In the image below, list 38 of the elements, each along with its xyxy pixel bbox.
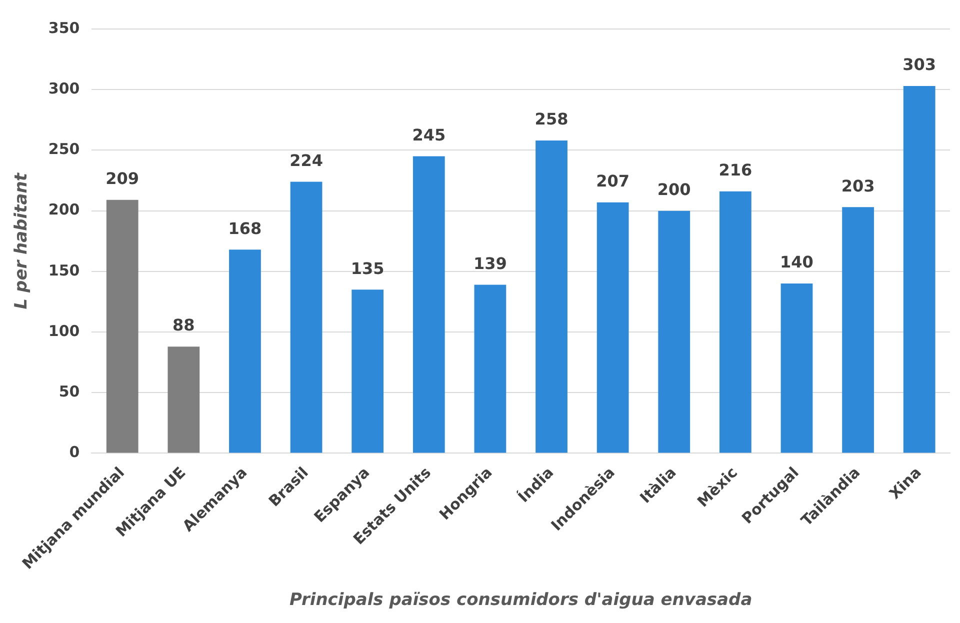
y-tick-label: 0 bbox=[69, 443, 80, 462]
bar bbox=[658, 210, 690, 453]
data-label: 216 bbox=[718, 160, 752, 180]
y-axis-title: L per habitant bbox=[12, 172, 32, 310]
y-tick-label: 150 bbox=[48, 261, 80, 280]
bar bbox=[106, 200, 138, 453]
data-label: 207 bbox=[596, 171, 630, 190]
data-label: 168 bbox=[228, 218, 262, 238]
bar bbox=[290, 182, 322, 453]
data-label: 135 bbox=[350, 258, 384, 278]
bar bbox=[536, 140, 568, 453]
y-tick-label: 100 bbox=[48, 322, 80, 340]
bar bbox=[168, 346, 200, 453]
data-label: 200 bbox=[657, 180, 691, 199]
bar bbox=[719, 191, 752, 453]
data-label: 245 bbox=[412, 125, 446, 144]
data-label: 258 bbox=[534, 110, 568, 129]
data-label: 88 bbox=[172, 316, 195, 335]
y-tick-label: 350 bbox=[48, 18, 80, 37]
bar bbox=[474, 284, 506, 453]
x-axis-title: Principals països consumidors d'aigua envasada bbox=[290, 590, 752, 610]
data-label: 140 bbox=[780, 252, 814, 272]
bar bbox=[903, 86, 936, 453]
data-label: 303 bbox=[902, 55, 936, 74]
y-tick-label: 300 bbox=[48, 79, 80, 98]
y-tick-label: 200 bbox=[48, 200, 80, 219]
y-tick-label: 50 bbox=[58, 382, 80, 401]
data-label: 139 bbox=[474, 254, 507, 273]
y-tick-label: 250 bbox=[48, 140, 80, 158]
bar bbox=[842, 207, 874, 453]
data-label: 224 bbox=[290, 150, 323, 170]
bar bbox=[412, 156, 445, 453]
data-label: 203 bbox=[841, 176, 875, 196]
bar bbox=[780, 284, 813, 453]
bar bbox=[596, 202, 629, 453]
bar bbox=[352, 290, 384, 453]
bar bbox=[229, 250, 261, 453]
data-label: 209 bbox=[106, 169, 140, 188]
